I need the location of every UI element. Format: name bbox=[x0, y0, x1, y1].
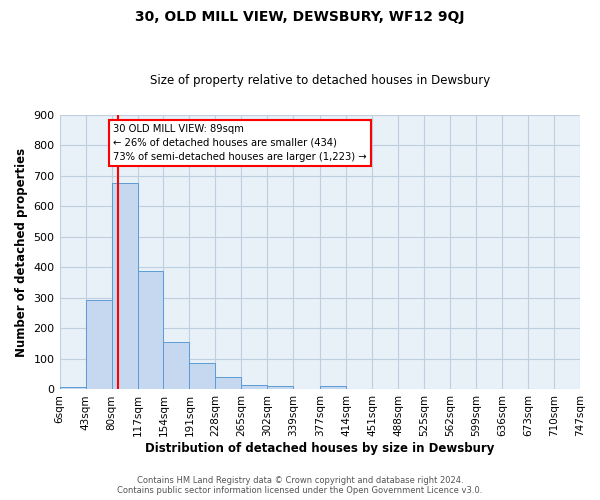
Bar bbox=[59, 387, 86, 390]
Bar bbox=[190, 364, 215, 390]
Text: Contains HM Land Registry data © Crown copyright and database right 2024.
Contai: Contains HM Land Registry data © Crown c… bbox=[118, 476, 482, 495]
Bar bbox=[268, 386, 293, 390]
Bar bbox=[86, 300, 112, 390]
Text: 30 OLD MILL VIEW: 89sqm
← 26% of detached houses are smaller (434)
73% of semi-d: 30 OLD MILL VIEW: 89sqm ← 26% of detache… bbox=[113, 124, 367, 162]
Bar bbox=[163, 342, 190, 390]
Bar bbox=[241, 385, 268, 390]
Bar bbox=[320, 386, 346, 390]
Bar bbox=[215, 377, 241, 390]
X-axis label: Distribution of detached houses by size in Dewsbury: Distribution of detached houses by size … bbox=[145, 442, 494, 455]
Bar bbox=[137, 271, 163, 390]
Bar bbox=[112, 184, 137, 390]
Text: 30, OLD MILL VIEW, DEWSBURY, WF12 9QJ: 30, OLD MILL VIEW, DEWSBURY, WF12 9QJ bbox=[135, 10, 465, 24]
Y-axis label: Number of detached properties: Number of detached properties bbox=[15, 148, 28, 356]
Title: Size of property relative to detached houses in Dewsbury: Size of property relative to detached ho… bbox=[149, 74, 490, 87]
